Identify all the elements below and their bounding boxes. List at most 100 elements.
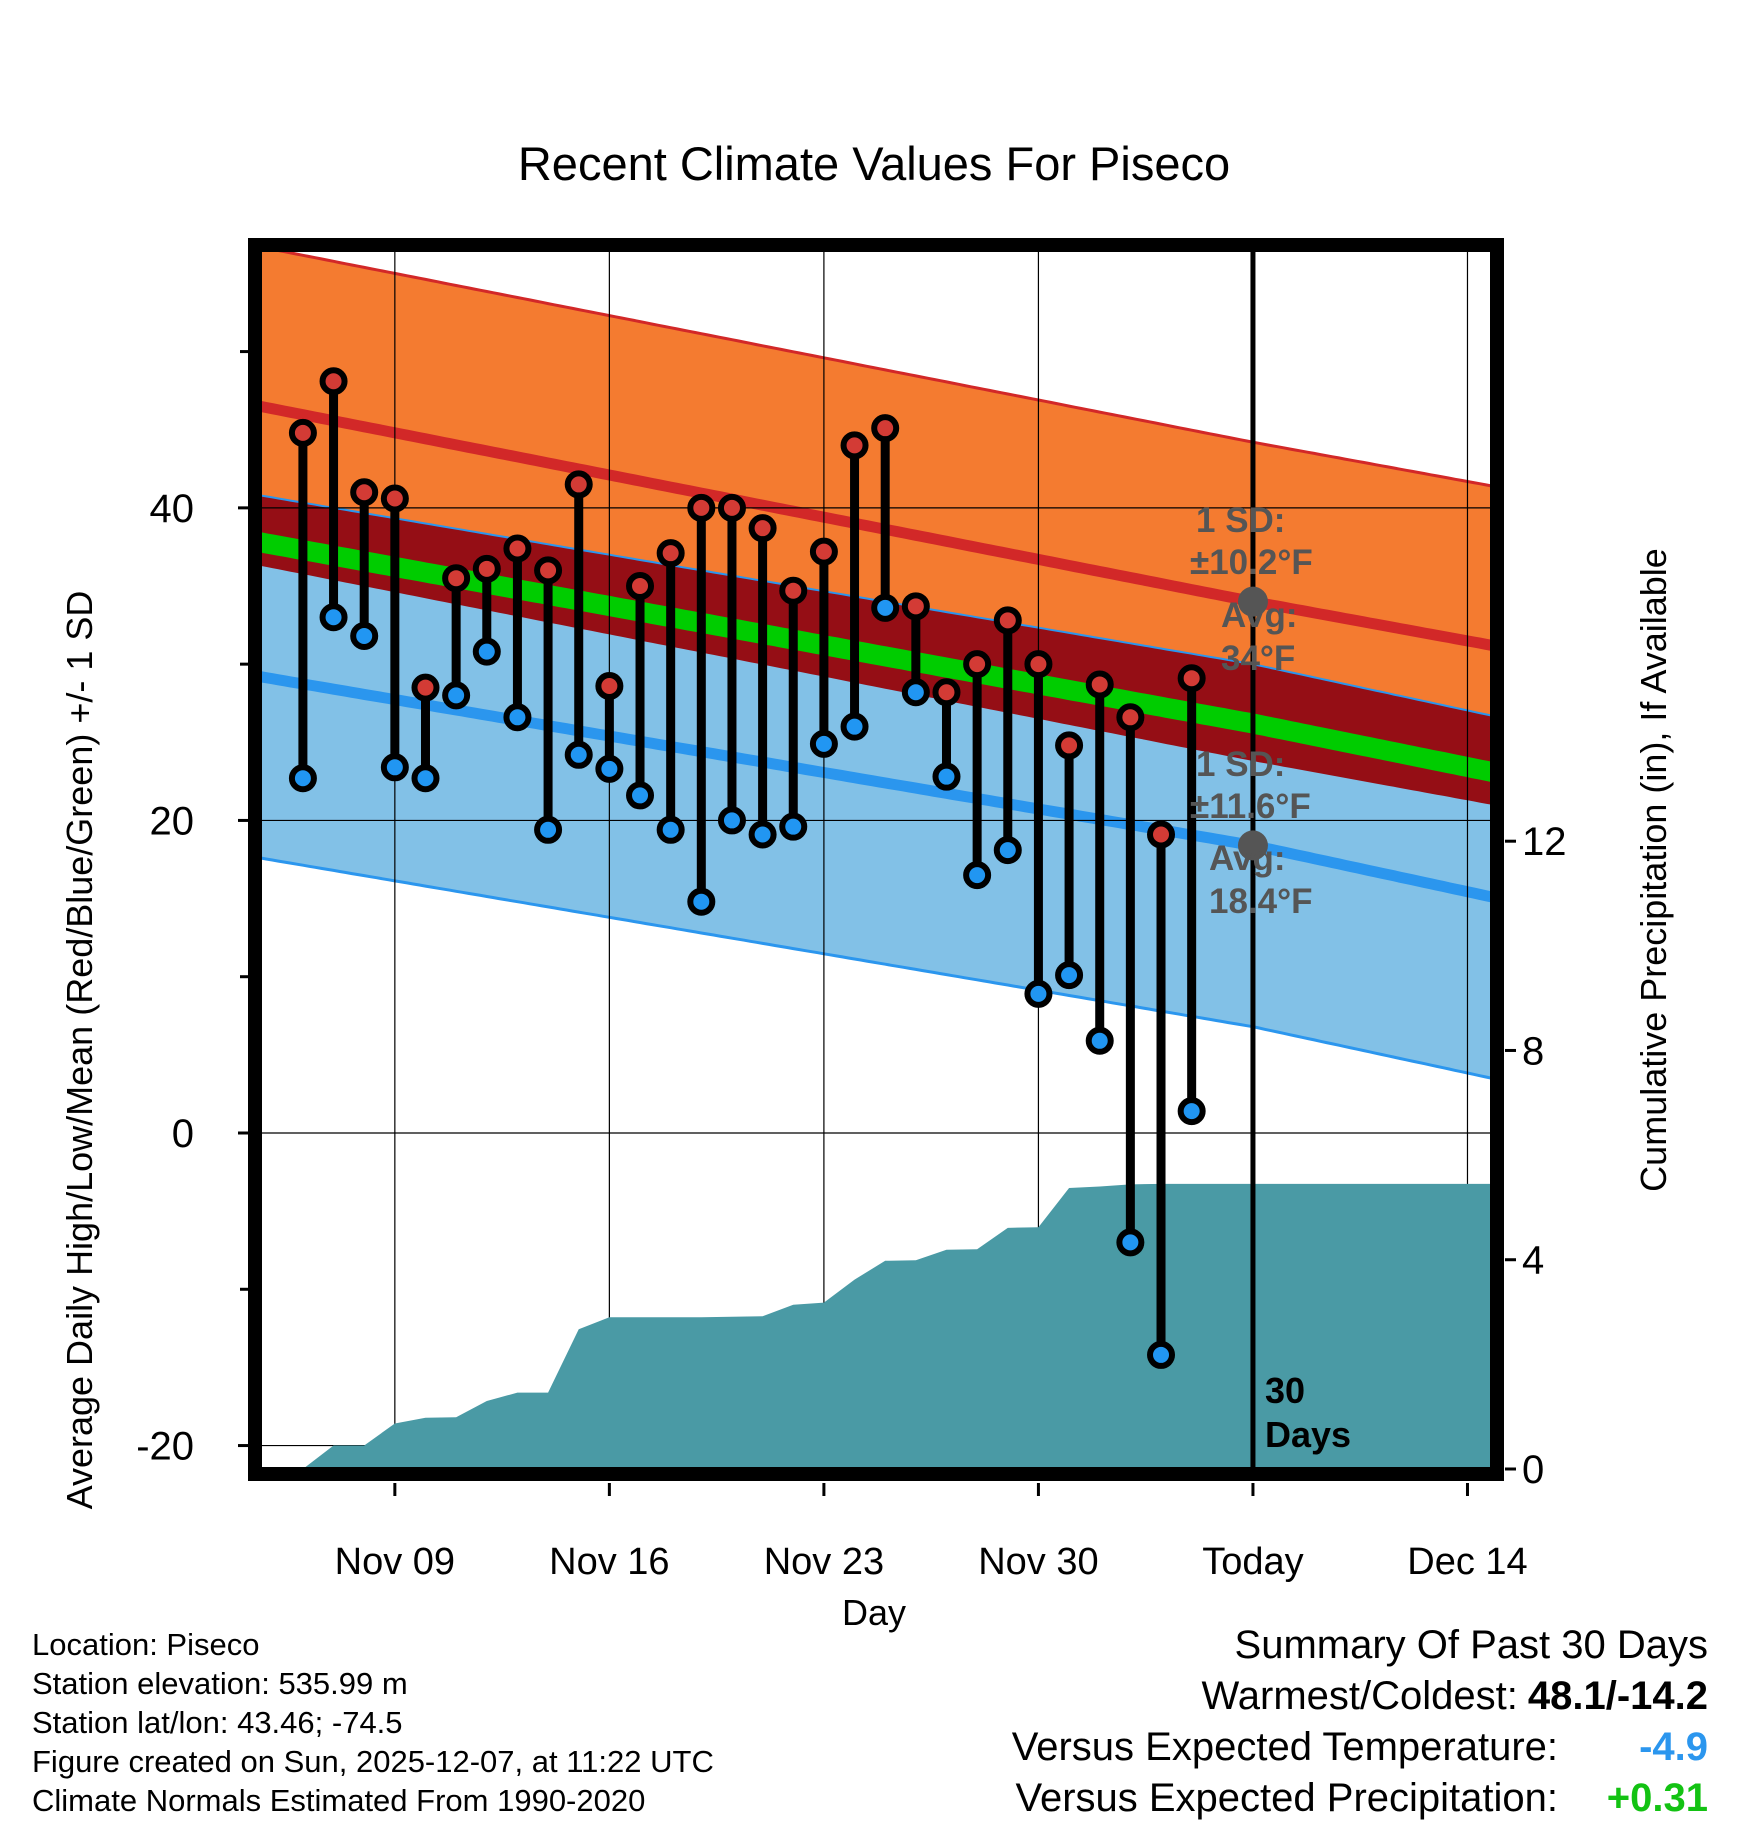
normal-high-today-marker: [1237, 586, 1268, 617]
daily-low-point: [380, 753, 409, 782]
daily-low-point: [656, 815, 685, 844]
daily-low-point: [564, 740, 593, 769]
daily-high-point: [840, 431, 869, 460]
daily-low-point: [871, 593, 900, 622]
daily-low-point: [932, 762, 961, 791]
daily-low-point: [748, 820, 777, 849]
daily-high-point: [350, 478, 379, 507]
daily-low-point: [442, 681, 471, 710]
daily-high-point: [963, 650, 992, 679]
high-avg-label: Avg:: [1221, 596, 1297, 635]
daily-low-point: [779, 812, 808, 841]
daily-high-point: [1024, 650, 1053, 679]
daily-low-point: [963, 861, 992, 890]
x-tick-label: Dec 14: [1407, 1541, 1527, 1583]
daily-low-point: [350, 622, 379, 651]
x-tick-label: Today: [1202, 1541, 1303, 1583]
daily-low-point: [534, 815, 563, 844]
y-tick-label: 20: [150, 799, 195, 843]
temp-label: Versus Expected Temperature:: [1011, 1725, 1558, 1769]
daily-high-point: [1085, 670, 1114, 699]
daily-low-point: [901, 678, 930, 707]
station-info: Location: Piseco Station elevation: 535.…: [32, 1625, 714, 1820]
daily-high-point: [932, 678, 961, 707]
daily-high-point: [442, 564, 471, 593]
daily-low-point: [687, 887, 716, 916]
daily-low-point: [411, 764, 440, 793]
daily-high-point: [411, 673, 440, 702]
plot-frame: [248, 238, 1504, 1481]
daily-high-point: [503, 534, 532, 563]
y-axis-label: Average Daily High/Low/Mean (Red/Blue/Gr…: [59, 591, 100, 1510]
daily-high-point: [871, 414, 900, 443]
location-text: Location: Piseco: [32, 1627, 260, 1662]
daily-low-point: [993, 836, 1022, 865]
summary-warm-cold-row: Warmest/Coldest: 48.1/-14.2: [1012, 1671, 1708, 1722]
warm-cold-value: 48.1/-14.2: [1527, 1674, 1708, 1718]
low-sd-label: 1 SD:: [1196, 745, 1285, 784]
x-tick-label: Nov 09: [335, 1541, 455, 1583]
daily-high-point: [809, 537, 838, 566]
summary-heading: Summary Of Past 30 Days: [1234, 1623, 1708, 1667]
daily-high-point: [717, 493, 746, 522]
daily-high-point: [1177, 664, 1206, 693]
daily-high-point: [1116, 703, 1145, 732]
low-avg-label: Avg:: [1209, 839, 1285, 878]
daily-high-point: [993, 606, 1022, 635]
daily-high-point: [1055, 731, 1084, 760]
today-label-days: Days: [1265, 1414, 1351, 1455]
daily-high-point: [901, 592, 930, 621]
y2-axis-label: Cumulative Precipitation (in), If Availa…: [1633, 548, 1674, 1192]
normals-text: Climate Normals Estimated From 1990-2020: [32, 1783, 646, 1818]
precip-value: +0.31: [1606, 1776, 1708, 1820]
x-axis-label: Day: [842, 1592, 906, 1633]
y2-tick-label: 4: [1522, 1239, 1544, 1283]
created-text: Figure created on Sun, 2025-12-07, at 11…: [32, 1744, 714, 1779]
summary-temp-row: Versus Expected Temperature: -4.9: [1012, 1722, 1708, 1773]
warm-cold-label: Warmest/Coldest:: [1201, 1674, 1518, 1718]
high-avg-value: 34°F: [1221, 639, 1295, 678]
y2-tick-label: 0: [1522, 1448, 1544, 1492]
daily-low-point: [1024, 979, 1053, 1008]
normal-high-line: [260, 400, 1492, 651]
latlon-text: Station lat/lon: 43.46; -74.5: [32, 1705, 403, 1740]
daily-low-point: [626, 781, 655, 810]
daily-low-point: [503, 703, 532, 732]
high-sd-upper-line: [268, 250, 1492, 488]
low-avg-value: 18.4°F: [1209, 882, 1313, 921]
daily-low-point: [288, 764, 317, 793]
daily-high-point: [1147, 820, 1176, 849]
daily-low-point: [319, 603, 348, 632]
daily-high-point: [779, 576, 808, 605]
daily-low-point: [595, 754, 624, 783]
daily-low-point: [1147, 1340, 1176, 1369]
daily-high-point: [626, 572, 655, 601]
daily-low-point: [1116, 1228, 1145, 1257]
daily-high-point: [564, 470, 593, 499]
daily-low-point: [717, 806, 746, 835]
daily-high-point: [472, 554, 501, 583]
summary-panel: Summary Of Past 30 Days Warmest/Coldest:…: [1012, 1620, 1708, 1824]
daily-high-point: [748, 514, 777, 543]
daily-low-point: [1177, 1097, 1206, 1126]
high-sd-value: ±10.2°F: [1190, 543, 1313, 582]
y-tick-label: -20: [136, 1425, 194, 1469]
x-tick-label: Nov 30: [978, 1541, 1098, 1583]
low-sd-lower-line: [260, 856, 1492, 1080]
daily-high-point: [656, 539, 685, 568]
daily-high-point: [380, 484, 409, 513]
precip-label: Versus Expected Precipitation:: [1015, 1776, 1558, 1820]
normal-low-today-marker: [1237, 830, 1268, 861]
temp-value: -4.9: [1639, 1725, 1708, 1769]
daily-low-point: [472, 637, 501, 666]
y2-tick-label: 8: [1522, 1029, 1544, 1073]
daily-low-point: [840, 712, 869, 741]
daily-high-point: [595, 672, 624, 701]
high-sd-label: 1 SD:: [1196, 501, 1285, 540]
y2-tick-label: 12: [1522, 820, 1567, 864]
y-tick-label: 40: [150, 487, 195, 531]
daily-high-point: [687, 493, 716, 522]
daily-low-point: [1085, 1026, 1114, 1055]
daily-low-point: [1055, 961, 1084, 990]
